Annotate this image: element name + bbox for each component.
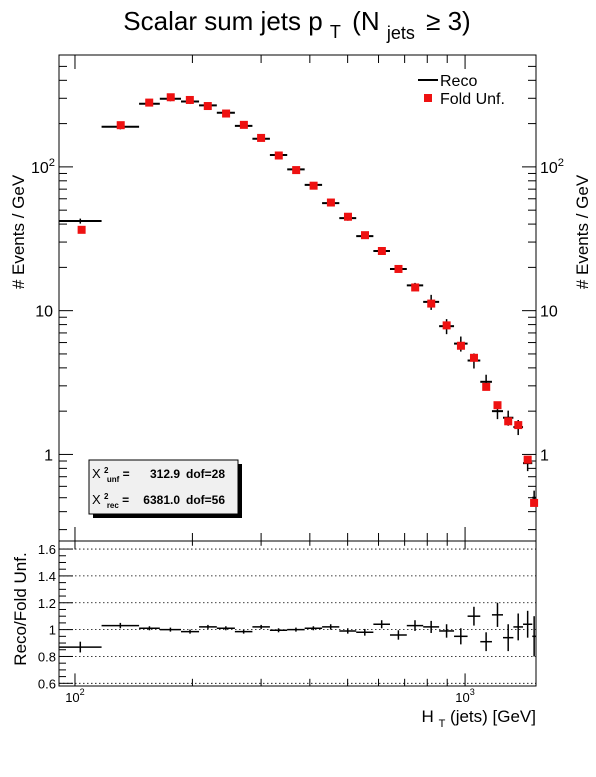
- fold-point-18: [427, 299, 436, 308]
- fold-point-12: [326, 198, 335, 207]
- legend-fold-label: Fold Unf.: [440, 91, 505, 108]
- stats-rec-sym: X: [92, 492, 101, 507]
- y-tick-label-top-left-2-exp: 2: [49, 157, 55, 169]
- y-tick-label-top-left-2-base: 10: [31, 160, 49, 177]
- y-tick-label-top-left-0: 1: [44, 447, 53, 464]
- y-tick-label-bottom-5: 1.6: [38, 542, 56, 557]
- fold-point-15: [377, 246, 386, 255]
- fold-point-1: [116, 121, 125, 130]
- x-tick-label-1-exp: 3: [470, 687, 475, 697]
- stats-rec-sub: rec: [107, 501, 120, 510]
- stats-unf-dof: dof=28: [186, 467, 225, 481]
- fold-point-9: [274, 151, 283, 160]
- stats-rec-eq: =: [122, 493, 129, 507]
- fold-point-24: [504, 417, 513, 426]
- fold-point-10: [292, 166, 301, 175]
- legend-fold-marker: [424, 94, 432, 102]
- stats-row-rec: X 2 rec =: [92, 488, 129, 511]
- y-tick-label-top-left-2: 102: [31, 157, 55, 177]
- fold-point-23: [493, 401, 502, 410]
- fold-point-19: [442, 321, 451, 330]
- y-tick-label-bottom-1: 0.8: [38, 649, 56, 664]
- fold-point-14: [361, 231, 370, 240]
- x-tick-label-0-exp: 2: [80, 687, 85, 697]
- x-tick-label-0: 102: [65, 687, 85, 705]
- fold-point-16: [394, 264, 403, 273]
- x-tick-label-1-base: 10: [455, 690, 469, 705]
- y-tick-label-bottom-0: 0.6: [38, 676, 56, 691]
- x-tick-label-1: 103: [455, 687, 475, 705]
- stats-rec-dof: dof=56: [186, 493, 225, 507]
- x-tick-label-0-base: 10: [65, 690, 79, 705]
- fold-point-11: [309, 181, 318, 190]
- axis-ticks: [59, 54, 536, 686]
- stats-unf-value: 312.9: [150, 467, 180, 481]
- bottom-pad-frame: [58, 540, 537, 687]
- legend-reco-label: Reco: [440, 73, 477, 90]
- x-axis-label: H T (jets) [GeV]: [422, 707, 536, 731]
- x-axis-label-sub: T: [439, 718, 446, 730]
- stats-unf-sym: X: [92, 466, 101, 481]
- y-axis-label-bottom: Reco/Fold Unf.: [11, 552, 30, 665]
- stats-unf-eq: =: [123, 467, 130, 481]
- legend: Reco Fold Unf.: [418, 73, 505, 108]
- stats-unf-sup: 2: [104, 466, 109, 475]
- fold-point-21: [469, 353, 478, 362]
- y-tick-label-top-right-1: 10: [540, 304, 558, 321]
- chi2-stats-box: X 2 unf = 312.9 dof=28 X 2 rec = 6381.0 …: [88, 459, 242, 518]
- y-tick-label-bottom-2: 1: [49, 623, 56, 638]
- y-tick-label-top-right-0: 1: [540, 447, 549, 464]
- x-axis-label-tail: (jets) [GeV]: [450, 707, 536, 726]
- fold-point-6: [222, 109, 231, 118]
- y-tick-label-top-right-2-exp: 2: [558, 157, 564, 169]
- fold-point-13: [343, 212, 352, 221]
- chart-title-sub-jets: jets: [386, 23, 415, 43]
- fold-point-17: [411, 283, 420, 292]
- fold-point-5: [203, 102, 212, 111]
- chart-title-sub-t: T: [330, 22, 341, 42]
- fold-point-20: [456, 341, 465, 350]
- y-tick-label-bottom-3: 1.2: [38, 596, 56, 611]
- chart-title-tail: ≥ 3): [426, 6, 471, 36]
- chart-title-main: Scalar sum jets p: [123, 6, 322, 36]
- stats-box-bg: [88, 459, 239, 515]
- y-tick-label-bottom-4: 1.4: [38, 569, 56, 584]
- fold-point-4: [185, 95, 194, 104]
- fold-point-27: [530, 498, 539, 507]
- fold-point-8: [257, 133, 266, 142]
- stats-row-unf: X 2 unf =: [92, 462, 130, 485]
- fold-point-7: [239, 120, 248, 129]
- reco-series: [59, 96, 536, 506]
- y-tick-label-top-right-2: 102: [540, 157, 564, 177]
- fold-point-2: [145, 98, 154, 107]
- y-tick-label-top-left-1: 10: [35, 304, 53, 321]
- y-axis-label-top-left: # Events / GeV: [9, 174, 28, 289]
- chart-title-paren-open: (N: [352, 6, 379, 36]
- fold-point-0: [77, 225, 86, 234]
- ratio-gridlines: [59, 548, 536, 684]
- chart-title: Scalar sum jets p T (N jets ≥ 3): [123, 6, 470, 45]
- fold-point-22: [482, 382, 491, 391]
- x-axis-label-main: H: [422, 707, 434, 726]
- stats-rec-sup: 2: [104, 492, 109, 501]
- fold-point-25: [514, 421, 523, 430]
- y-tick-label-top-right-2-base: 10: [540, 160, 558, 177]
- stats-rec-value: 6381.0: [143, 493, 180, 507]
- fold-point-3: [166, 93, 175, 102]
- fold-series: [77, 93, 539, 507]
- y-axis-label-top-right: # Events / GeV: [573, 174, 592, 289]
- ratio-series: [59, 602, 536, 657]
- fold-point-26: [523, 455, 532, 464]
- stats-unf-sub: unf: [107, 475, 120, 484]
